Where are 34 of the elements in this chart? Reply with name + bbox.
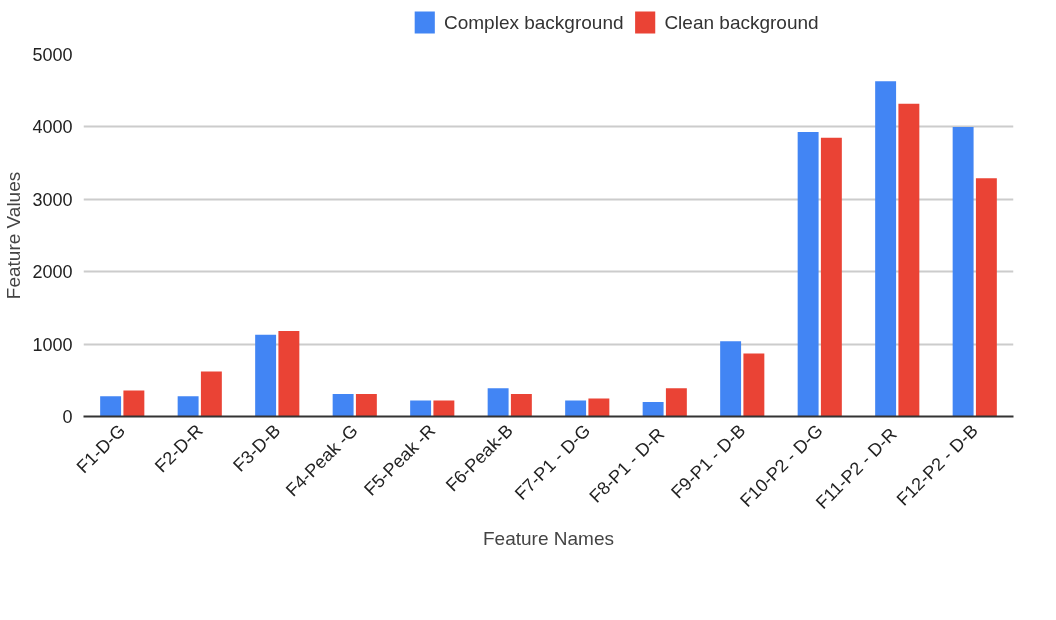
legend-label: Complex background: [443, 12, 624, 33]
y-tick-label: 3000: [32, 189, 73, 210]
bar: [255, 334, 277, 417]
y-axis-title: Feature Values: [3, 171, 25, 300]
bar: [898, 103, 920, 417]
bar: [565, 400, 587, 417]
bar: [820, 137, 842, 417]
bar: [123, 390, 145, 417]
bar: [200, 371, 222, 417]
y-tick-label: 2000: [32, 262, 73, 283]
bar: [588, 398, 610, 417]
bar: [433, 400, 455, 417]
bar: [952, 126, 974, 417]
bar: [100, 396, 122, 417]
y-tick-label: 5000: [32, 45, 73, 65]
y-tick-label: 1000: [32, 334, 73, 355]
bar: [410, 400, 432, 417]
x-axis-title: Feature Names: [483, 527, 614, 549]
bar: [510, 394, 532, 417]
bar: [487, 388, 509, 417]
y-tick-label: 4000: [32, 117, 73, 138]
bar: [665, 388, 687, 417]
bar: [720, 341, 742, 417]
bar: [278, 331, 300, 417]
bar: [332, 394, 354, 417]
bar: [355, 394, 377, 417]
bar: [177, 396, 199, 417]
bar: [875, 81, 897, 417]
y-tick-label: 0: [62, 407, 73, 427]
bar: [975, 178, 997, 417]
legend-label: Clean background: [664, 12, 819, 33]
bar: [642, 402, 664, 417]
bar: [743, 353, 765, 417]
bar: [797, 131, 819, 417]
